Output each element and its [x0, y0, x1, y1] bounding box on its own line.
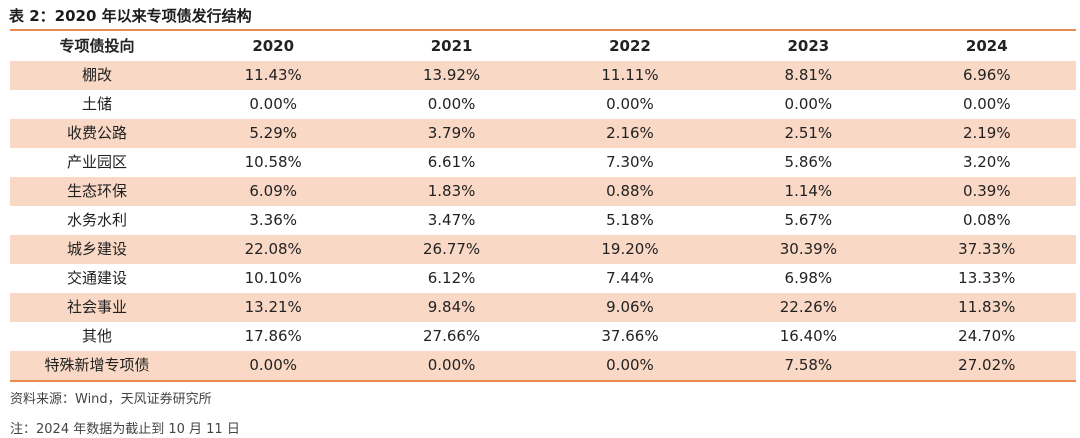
value-cell: 7.58% [719, 351, 898, 380]
value-cell: 0.00% [362, 351, 541, 380]
value-cell: 37.66% [601, 327, 659, 345]
value-cell: 0.00% [784, 95, 833, 113]
value-cell: 9.84% [362, 293, 541, 322]
table-row: 棚改 11.43% 13.92% 11.11% 8.81% 6.96% [10, 61, 1076, 90]
value-cell: 5.67% [784, 211, 833, 229]
header-cell: 2021 [430, 36, 473, 55]
value-cell: 5.86% [784, 153, 833, 171]
value-cell: 22.26% [719, 293, 898, 322]
value-cell: 11.43% [184, 61, 363, 90]
value-cell: 6.98% [784, 269, 833, 287]
value-cell: 9.06% [540, 293, 720, 322]
table-row: 交通建设 10.10% 6.12% 7.44% 6.98% 13.33% [10, 264, 1076, 293]
value-cell: 3.20% [962, 153, 1011, 171]
value-cell: 27.66% [422, 327, 481, 345]
value-cell: 7.44% [606, 269, 654, 287]
value-cell: 0.00% [606, 95, 654, 113]
value-cell: 10.58% [244, 153, 302, 171]
value-cell: 24.70% [958, 327, 1016, 345]
value-cell: 5.18% [606, 211, 654, 229]
value-cell: 26.77% [362, 235, 541, 264]
table-row: 生态环保 6.09% 1.83% 0.88% 1.14% 0.39% [10, 177, 1076, 206]
value-cell: 3.79% [362, 119, 541, 148]
value-cell: 5.29% [184, 119, 363, 148]
table-row: 土储 0.00% 0.00% 0.00% 0.00% 0.00% [10, 90, 1076, 119]
value-cell: 19.20% [540, 235, 720, 264]
value-cell: 11.83% [897, 293, 1076, 322]
value-cell: 0.00% [427, 95, 476, 113]
value-cell: 6.61% [427, 153, 476, 171]
row-label-cell: 城乡建设 [10, 235, 184, 264]
row-label-cell: 土储 [81, 95, 112, 113]
header-cell: 2022 [609, 36, 651, 55]
row-label-cell: 特殊新增专项债 [10, 351, 184, 380]
row-label-cell: 产业园区 [66, 153, 127, 171]
table-row: 其他 17.86% 27.66% 37.66% 16.40% 24.70% [10, 322, 1076, 351]
value-cell: 6.12% [427, 269, 476, 287]
value-cell: 0.08% [962, 211, 1011, 229]
value-cell: 11.11% [540, 61, 720, 90]
header-cell: 2023 [787, 36, 830, 55]
row-label-cell: 水务水利 [66, 211, 127, 229]
table-row: 水务水利 3.36% 3.47% 5.18% 5.67% 0.08% [10, 206, 1076, 235]
row-label-cell: 棚改 [10, 61, 184, 90]
value-cell: 0.00% [249, 95, 298, 113]
header-cell: 2024 [965, 36, 1008, 55]
table-title: 表 2：2020 年以来专项债发行结构 [9, 7, 252, 25]
value-cell: 0.39% [897, 177, 1076, 206]
bottom-rule [10, 380, 1076, 382]
value-cell: 17.86% [244, 327, 302, 345]
row-label-cell: 收费公路 [10, 119, 184, 148]
table-row: 收费公路 5.29% 3.79% 2.16% 2.51% 2.19% [10, 119, 1076, 148]
row-label-cell: 其他 [81, 327, 112, 345]
value-cell: 1.83% [362, 177, 541, 206]
row-label-cell: 交通建设 [66, 269, 127, 287]
value-cell: 27.02% [897, 351, 1076, 380]
value-cell: 1.14% [719, 177, 898, 206]
value-cell: 6.09% [184, 177, 363, 206]
table-row: 社会事业 13.21% 9.84% 9.06% 22.26% 11.83% [10, 293, 1076, 322]
value-cell: 8.81% [719, 61, 898, 90]
value-cell: 2.19% [897, 119, 1076, 148]
header-cell: 专项债投向 [59, 36, 135, 55]
value-cell: 0.88% [540, 177, 720, 206]
header-row: 专项债投向 2020 2021 2022 2023 2024 [10, 31, 1076, 61]
value-cell: 30.39% [719, 235, 898, 264]
bond-structure-table: 专项债投向 2020 2021 2022 2023 2024 棚改 11.43% 1… [10, 29, 1076, 382]
value-cell: 2.16% [540, 119, 720, 148]
source-note: 资料来源：Wind，天风证券研究所 [10, 392, 212, 407]
footnote: 注：2024 年数据为截止到 10 月 11 日 [10, 422, 240, 437]
top-rule [10, 29, 1076, 31]
value-cell: 37.33% [897, 235, 1076, 264]
value-cell: 13.21% [184, 293, 363, 322]
table-row: 产业园区 10.58% 6.61% 7.30% 5.86% 3.20% [10, 148, 1076, 177]
value-cell: 7.30% [606, 153, 654, 171]
value-cell: 0.00% [962, 95, 1011, 113]
value-cell: 2.51% [719, 119, 898, 148]
table-row: 城乡建设 22.08% 26.77% 19.20% 30.39% 37.33% [10, 235, 1076, 264]
value-cell: 6.96% [897, 61, 1076, 90]
value-cell: 22.08% [184, 235, 363, 264]
row-label-cell: 生态环保 [10, 177, 184, 206]
value-cell: 13.92% [362, 61, 541, 90]
row-label-cell: 社会事业 [10, 293, 184, 322]
value-cell: 16.40% [779, 327, 837, 345]
value-cell: 13.33% [958, 269, 1016, 287]
value-cell: 3.36% [249, 211, 298, 229]
header-cell: 2020 [252, 36, 295, 55]
value-cell: 10.10% [244, 269, 302, 287]
table-row: 特殊新增专项债 0.00% 0.00% 0.00% 7.58% 27.02% [10, 351, 1076, 380]
value-cell: 0.00% [540, 351, 720, 380]
value-cell: 3.47% [427, 211, 476, 229]
value-cell: 0.00% [184, 351, 363, 380]
